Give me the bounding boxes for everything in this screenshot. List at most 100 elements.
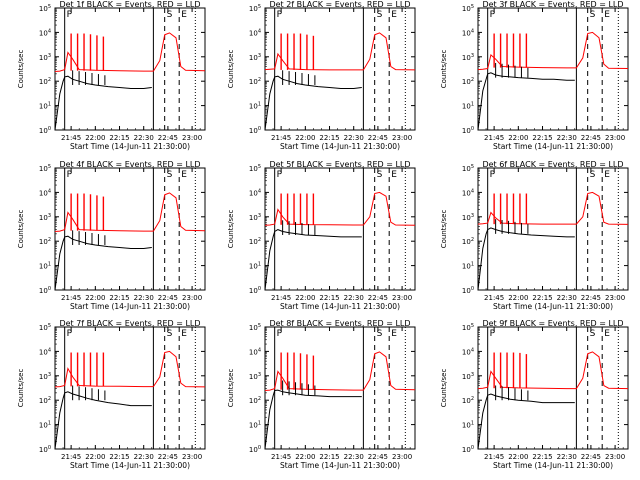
y-tick-label: 101: [249, 421, 261, 430]
y-tick-label: 104: [39, 347, 51, 356]
x-tick-label: 22:30: [344, 134, 364, 142]
subplot-5: Det 5f BLACK = Events, RED = LLD Counts/s…: [227, 160, 416, 311]
y-tick-label: 103: [462, 213, 474, 222]
subplot-1: Det 1f BLACK = Events, RED = LLD Counts/s…: [17, 0, 206, 151]
y-tick-label: 101: [39, 102, 51, 111]
marker-label-p: P: [490, 329, 496, 339]
marker-label-p: P: [277, 329, 283, 339]
x-tick-label: 22:45: [158, 453, 178, 461]
x-tick-label: 22:15: [532, 453, 552, 461]
marker-label-p: P: [67, 10, 73, 20]
marker-label-e: E: [604, 170, 610, 180]
marker-label-e: E: [604, 10, 610, 20]
y-tick-label: 102: [462, 77, 474, 86]
subplot-title: Det 9f BLACK = Events, RED = LLD: [482, 319, 623, 328]
series-line-lld: [54, 350, 206, 388]
y-tick-label: 100: [249, 286, 261, 295]
y-tick-label: 105: [249, 323, 261, 332]
y-tick-label: 105: [249, 4, 261, 13]
y-tick-label: 102: [462, 396, 474, 405]
y-axis-label: Counts/sec: [17, 50, 25, 89]
x-tick-label: 23:00: [605, 453, 625, 461]
y-tick-label: 105: [39, 164, 51, 173]
x-axis-label: Start Time (14-Jun-11 21:30:00): [280, 302, 400, 311]
y-tick-label: 103: [249, 53, 261, 62]
series-line-lld: [264, 32, 416, 71]
x-tick-label: 21:45: [61, 294, 81, 302]
x-tick-label: 23:00: [392, 134, 412, 142]
x-tick-label: 22:15: [319, 134, 339, 142]
marker-label-p: P: [67, 170, 73, 180]
x-tick-label: 22:00: [295, 294, 315, 302]
x-tick-label: 22:00: [508, 134, 528, 142]
subplot-title: Det 6f BLACK = Events, RED = LLD: [482, 160, 623, 169]
y-tick-label: 104: [249, 347, 261, 356]
y-axis-label: Counts/sec: [440, 210, 448, 249]
x-tick-label: 22:00: [85, 294, 105, 302]
marker-label-s: S: [377, 170, 383, 180]
plot-frame: [54, 7, 206, 131]
x-tick-label: 22:30: [134, 294, 154, 302]
plot-frame: [477, 326, 629, 450]
subplot-title: Det 2f BLACK = Events, RED = LLD: [269, 0, 410, 9]
x-tick-label: 22:45: [368, 294, 388, 302]
x-tick-label: 22:00: [508, 294, 528, 302]
marker-label-e: E: [391, 170, 397, 180]
y-tick-label: 101: [462, 262, 474, 271]
y-axis-label: Counts/sec: [227, 210, 235, 249]
y-axis-label: Counts/sec: [440, 50, 448, 89]
subplot-4: Det 4f BLACK = Events, RED = LLD Counts/s…: [17, 160, 206, 311]
x-tick-label: 21:45: [271, 453, 291, 461]
x-tick-label: 22:30: [134, 134, 154, 142]
subplot-title: Det 3f BLACK = Events, RED = LLD: [482, 0, 623, 9]
y-tick-label: 104: [249, 28, 261, 37]
marker-label-s: S: [167, 329, 173, 339]
series-line-events: [264, 389, 362, 450]
x-axis-label: Start Time (14-Jun-11 21:30:00): [493, 142, 613, 151]
marker-label-s: S: [590, 329, 596, 339]
x-tick-label: 21:45: [271, 134, 291, 142]
y-tick-label: 105: [39, 323, 51, 332]
x-tick-label: 23:00: [605, 294, 625, 302]
x-tick-label: 21:45: [484, 294, 504, 302]
x-tick-label: 22:45: [581, 134, 601, 142]
y-tick-label: 104: [39, 188, 51, 197]
x-tick-label: 23:00: [392, 453, 412, 461]
series-line-lld: [54, 192, 206, 232]
marker-label-s: S: [590, 10, 596, 20]
x-tick-label: 23:00: [182, 453, 202, 461]
plot-frame: [54, 326, 206, 450]
marker-label-p: P: [490, 10, 496, 20]
x-tick-label: 22:30: [557, 453, 577, 461]
series-line-lld: [264, 351, 416, 391]
series-line-lld: [54, 32, 206, 72]
marker-label-p: P: [277, 170, 283, 180]
y-tick-label: 102: [249, 237, 261, 246]
marker-label-p: P: [277, 10, 283, 20]
x-axis-label: Start Time (14-Jun-11 21:30:00): [493, 302, 613, 311]
subplot-3: Det 3f BLACK = Events, RED = LLD Counts/s…: [440, 0, 629, 151]
series-line-events: [477, 227, 575, 291]
y-tick-label: 102: [249, 77, 261, 86]
x-tick-label: 23:00: [392, 294, 412, 302]
y-tick-label: 104: [39, 28, 51, 37]
y-tick-label: 101: [39, 262, 51, 271]
x-tick-label: 22:00: [85, 134, 105, 142]
x-tick-label: 22:00: [85, 453, 105, 461]
plot-frame: [54, 167, 206, 291]
x-tick-label: 22:15: [109, 134, 129, 142]
y-tick-label: 103: [39, 213, 51, 222]
subplot-title: Det 7f BLACK = Events, RED = LLD: [59, 319, 200, 328]
y-tick-label: 103: [249, 372, 261, 381]
x-tick-label: 22:00: [295, 453, 315, 461]
y-tick-label: 102: [39, 77, 51, 86]
y-tick-label: 100: [39, 445, 51, 454]
y-tick-label: 101: [249, 262, 261, 271]
y-tick-label: 105: [462, 164, 474, 173]
marker-label-p: P: [490, 170, 496, 180]
y-tick-label: 105: [39, 4, 51, 13]
series-line-events: [54, 391, 152, 450]
series-line-events: [54, 235, 152, 291]
subplot-title: Det 8f BLACK = Events, RED = LLD: [269, 319, 410, 328]
